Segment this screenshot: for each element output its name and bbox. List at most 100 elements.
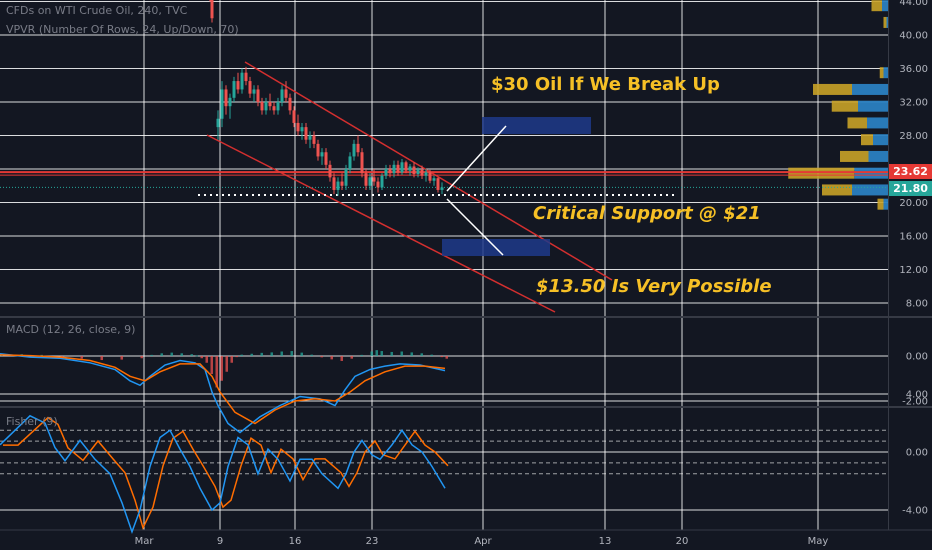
grid <box>0 0 888 530</box>
macd-histogram-bar <box>180 353 183 356</box>
candle-body <box>336 181 340 190</box>
candle-body <box>404 162 408 171</box>
candle-body <box>368 177 372 186</box>
candle-body <box>440 187 444 190</box>
fisher-tick-label: 0.00 <box>906 448 928 459</box>
candle-body <box>332 177 336 190</box>
macd-histogram-bar <box>420 353 423 356</box>
time-tick-label: Mar <box>135 536 155 547</box>
candle-body <box>420 169 424 176</box>
vpvr-down-bar <box>883 16 887 28</box>
macd-histogram-bar <box>240 354 243 356</box>
projection-lines <box>446 125 507 256</box>
macd-histogram-bar <box>190 354 193 356</box>
vpvr-up-bar <box>852 83 888 95</box>
candle-body <box>256 89 260 102</box>
candle-body <box>300 127 304 132</box>
macd-histogram-bar <box>310 354 313 356</box>
candle-body <box>424 172 428 176</box>
macd-histogram-bar <box>410 352 413 356</box>
vpvr-up-bar <box>854 167 888 179</box>
macd-histogram-bar <box>210 356 213 374</box>
candle-body <box>360 152 364 174</box>
macd-histogram-bar <box>380 351 383 356</box>
candle-body <box>276 102 280 111</box>
macd-histogram-bar <box>400 351 403 356</box>
price-tick-label: 44.00 <box>899 0 928 8</box>
candle-body <box>304 127 308 140</box>
macd-histogram-bar <box>220 356 223 381</box>
candle-body <box>340 181 344 186</box>
time-tick-label: 9 <box>217 536 223 547</box>
candle-body <box>348 156 352 169</box>
price-tick-label: 40.00 <box>899 31 928 42</box>
macd-histogram-bar <box>430 354 433 356</box>
price-channel <box>206 61 613 313</box>
downside-projection-line <box>446 198 504 256</box>
candle-body <box>320 152 324 157</box>
candle-body <box>244 72 248 82</box>
macd-histogram-bar <box>445 356 448 359</box>
upside-target-box <box>482 117 591 134</box>
vpvr-down-bar <box>877 198 884 210</box>
candle-body <box>240 72 244 90</box>
candle-body <box>352 143 356 157</box>
price-axis[interactable]: 8.0012.0016.0020.0024.0028.0032.0036.004… <box>899 0 928 550</box>
vpvr-up-bar <box>858 100 888 112</box>
candle-body <box>408 166 412 171</box>
candle-body <box>288 97 292 111</box>
volume-profile <box>788 0 888 210</box>
symbol-title: CFDs on WTI Crude Oil, 240, TVC <box>6 4 188 17</box>
price-tick-label: 12.00 <box>899 265 928 276</box>
time-tick-label: 13 <box>599 536 612 547</box>
candle-body <box>296 122 300 132</box>
vpvr-down-bar <box>831 100 858 112</box>
candle-body <box>412 166 416 175</box>
vpvr-up-bar <box>882 0 888 12</box>
candle-body <box>272 106 276 111</box>
macd-histogram-bar <box>120 356 123 360</box>
candle-body <box>400 162 404 173</box>
vpvr-down-bar <box>788 167 855 179</box>
fisher-line <box>0 414 446 535</box>
time-axis[interactable]: Mar 9 16 23 Apr 13 20 May <box>135 536 829 547</box>
candle-body <box>432 178 436 181</box>
candle-body <box>236 81 240 90</box>
candle-body <box>252 89 256 94</box>
macd-histogram-bar <box>390 351 393 356</box>
vpvr-down-bar <box>847 117 867 129</box>
fisher-tick-label: 4.00 <box>906 390 928 401</box>
macd-histogram-bar <box>140 356 143 359</box>
candle-body <box>308 135 312 140</box>
time-tick-label: 20 <box>676 536 689 547</box>
possible-target-annotation: $13.50 Is Very Possible <box>536 276 772 297</box>
channel-upper-line <box>244 61 613 281</box>
time-tick-label: 16 <box>289 536 302 547</box>
macd-histogram-bar <box>250 353 253 356</box>
candle-body <box>372 177 376 182</box>
macd-histogram-bar <box>215 356 218 388</box>
macd-histogram-bar <box>280 351 283 356</box>
vpvr-up-bar <box>868 150 888 162</box>
macd-pane <box>0 350 448 434</box>
candle-body <box>210 0 214 19</box>
macd-histogram-bar <box>260 352 263 356</box>
candle-body <box>364 173 368 186</box>
candle-body <box>356 143 360 153</box>
macd-histogram-bar <box>320 356 323 358</box>
price-levels <box>0 171 888 196</box>
candle-body <box>220 89 224 119</box>
macd-histogram-bar <box>330 356 333 360</box>
fisher-trigger-line <box>3 416 449 530</box>
candle-body <box>268 102 272 107</box>
candle-body <box>428 172 432 181</box>
candle-body <box>248 81 252 94</box>
macd-histogram-bar <box>100 356 103 361</box>
candle-body <box>216 118 220 128</box>
time-tick-label: Apr <box>474 536 492 547</box>
macd-histogram-bar <box>150 354 153 356</box>
vpvr-down-bar <box>822 184 852 196</box>
break-up-annotation: $30 Oil If We Break Up <box>491 74 720 95</box>
candle-body <box>384 169 388 176</box>
